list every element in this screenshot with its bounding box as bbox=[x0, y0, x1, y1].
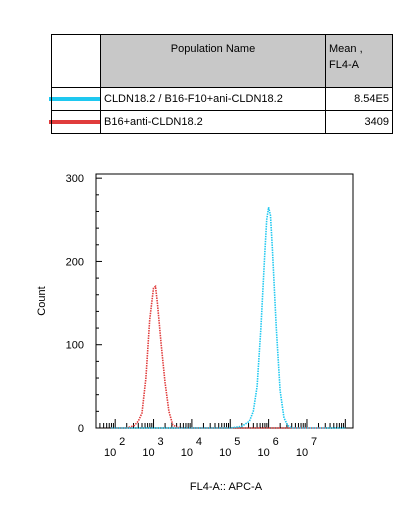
x-tick-label-exponent: 6 bbox=[273, 436, 279, 448]
histogram-series-0 bbox=[111, 284, 327, 429]
x-tick-label-exponent: 5 bbox=[234, 436, 240, 448]
legend-swatch-cell bbox=[49, 110, 101, 134]
legend-row: B16+anti-CLDN18.2 3409 bbox=[49, 110, 393, 134]
legend-swatch-cell bbox=[49, 87, 101, 111]
x-tick-label-base: 10 bbox=[296, 447, 308, 459]
legend-mean-value: 8.54E5 bbox=[325, 87, 393, 111]
series-layer bbox=[111, 207, 346, 429]
axis-ticks bbox=[96, 177, 346, 429]
legend-swatch bbox=[49, 120, 100, 124]
x-tick-label-exponent: 7 bbox=[311, 436, 317, 448]
legend-row: CLDN18.2 / B16-F10+ani-CLDN18.2 8.54E5 bbox=[49, 87, 393, 111]
y-tick-label: 0 bbox=[78, 423, 84, 435]
x-tick-label-base: 10 bbox=[104, 447, 116, 459]
population-name-header: Population Name bbox=[100, 34, 326, 88]
legend-header-blank bbox=[51, 34, 101, 88]
legend-header-row: Population Name Mean , FL4-A bbox=[51, 34, 393, 88]
x-tick-label-base: 10 bbox=[142, 447, 154, 459]
mean-header: Mean , FL4-A bbox=[325, 34, 393, 88]
y-tick-label: 300 bbox=[66, 173, 84, 185]
y-axis-label: Count bbox=[36, 286, 48, 315]
legend-population-name: CLDN18.2 / B16-F10+ani-CLDN18.2 bbox=[100, 87, 326, 111]
y-tick-label: 200 bbox=[66, 256, 84, 268]
x-axis-label: FL4-A:: APC-A bbox=[190, 481, 263, 493]
x-tick-label-exponent: 2 bbox=[119, 436, 125, 448]
legend-mean-value: 3409 bbox=[325, 110, 393, 134]
x-tick-label-base: 10 bbox=[181, 447, 193, 459]
plot-frame bbox=[95, 173, 354, 429]
x-tick-label-exponent: 3 bbox=[158, 436, 164, 448]
x-tick-label-exponent: 4 bbox=[196, 436, 202, 448]
x-tick-label-base: 10 bbox=[219, 447, 231, 459]
mean-header-line2: FL4-A bbox=[329, 59, 359, 71]
legend-population-name: B16+anti-CLDN18.2 bbox=[100, 110, 326, 134]
legend-swatch bbox=[49, 97, 100, 101]
x-tick-label-base: 10 bbox=[257, 447, 269, 459]
legend-table: Population Name Mean , FL4-A CLDN18.2 / B… bbox=[49, 34, 393, 134]
y-tick-label: 100 bbox=[66, 340, 84, 352]
histogram-series-1 bbox=[111, 207, 346, 429]
mean-header-line1: Mean , bbox=[329, 43, 363, 55]
